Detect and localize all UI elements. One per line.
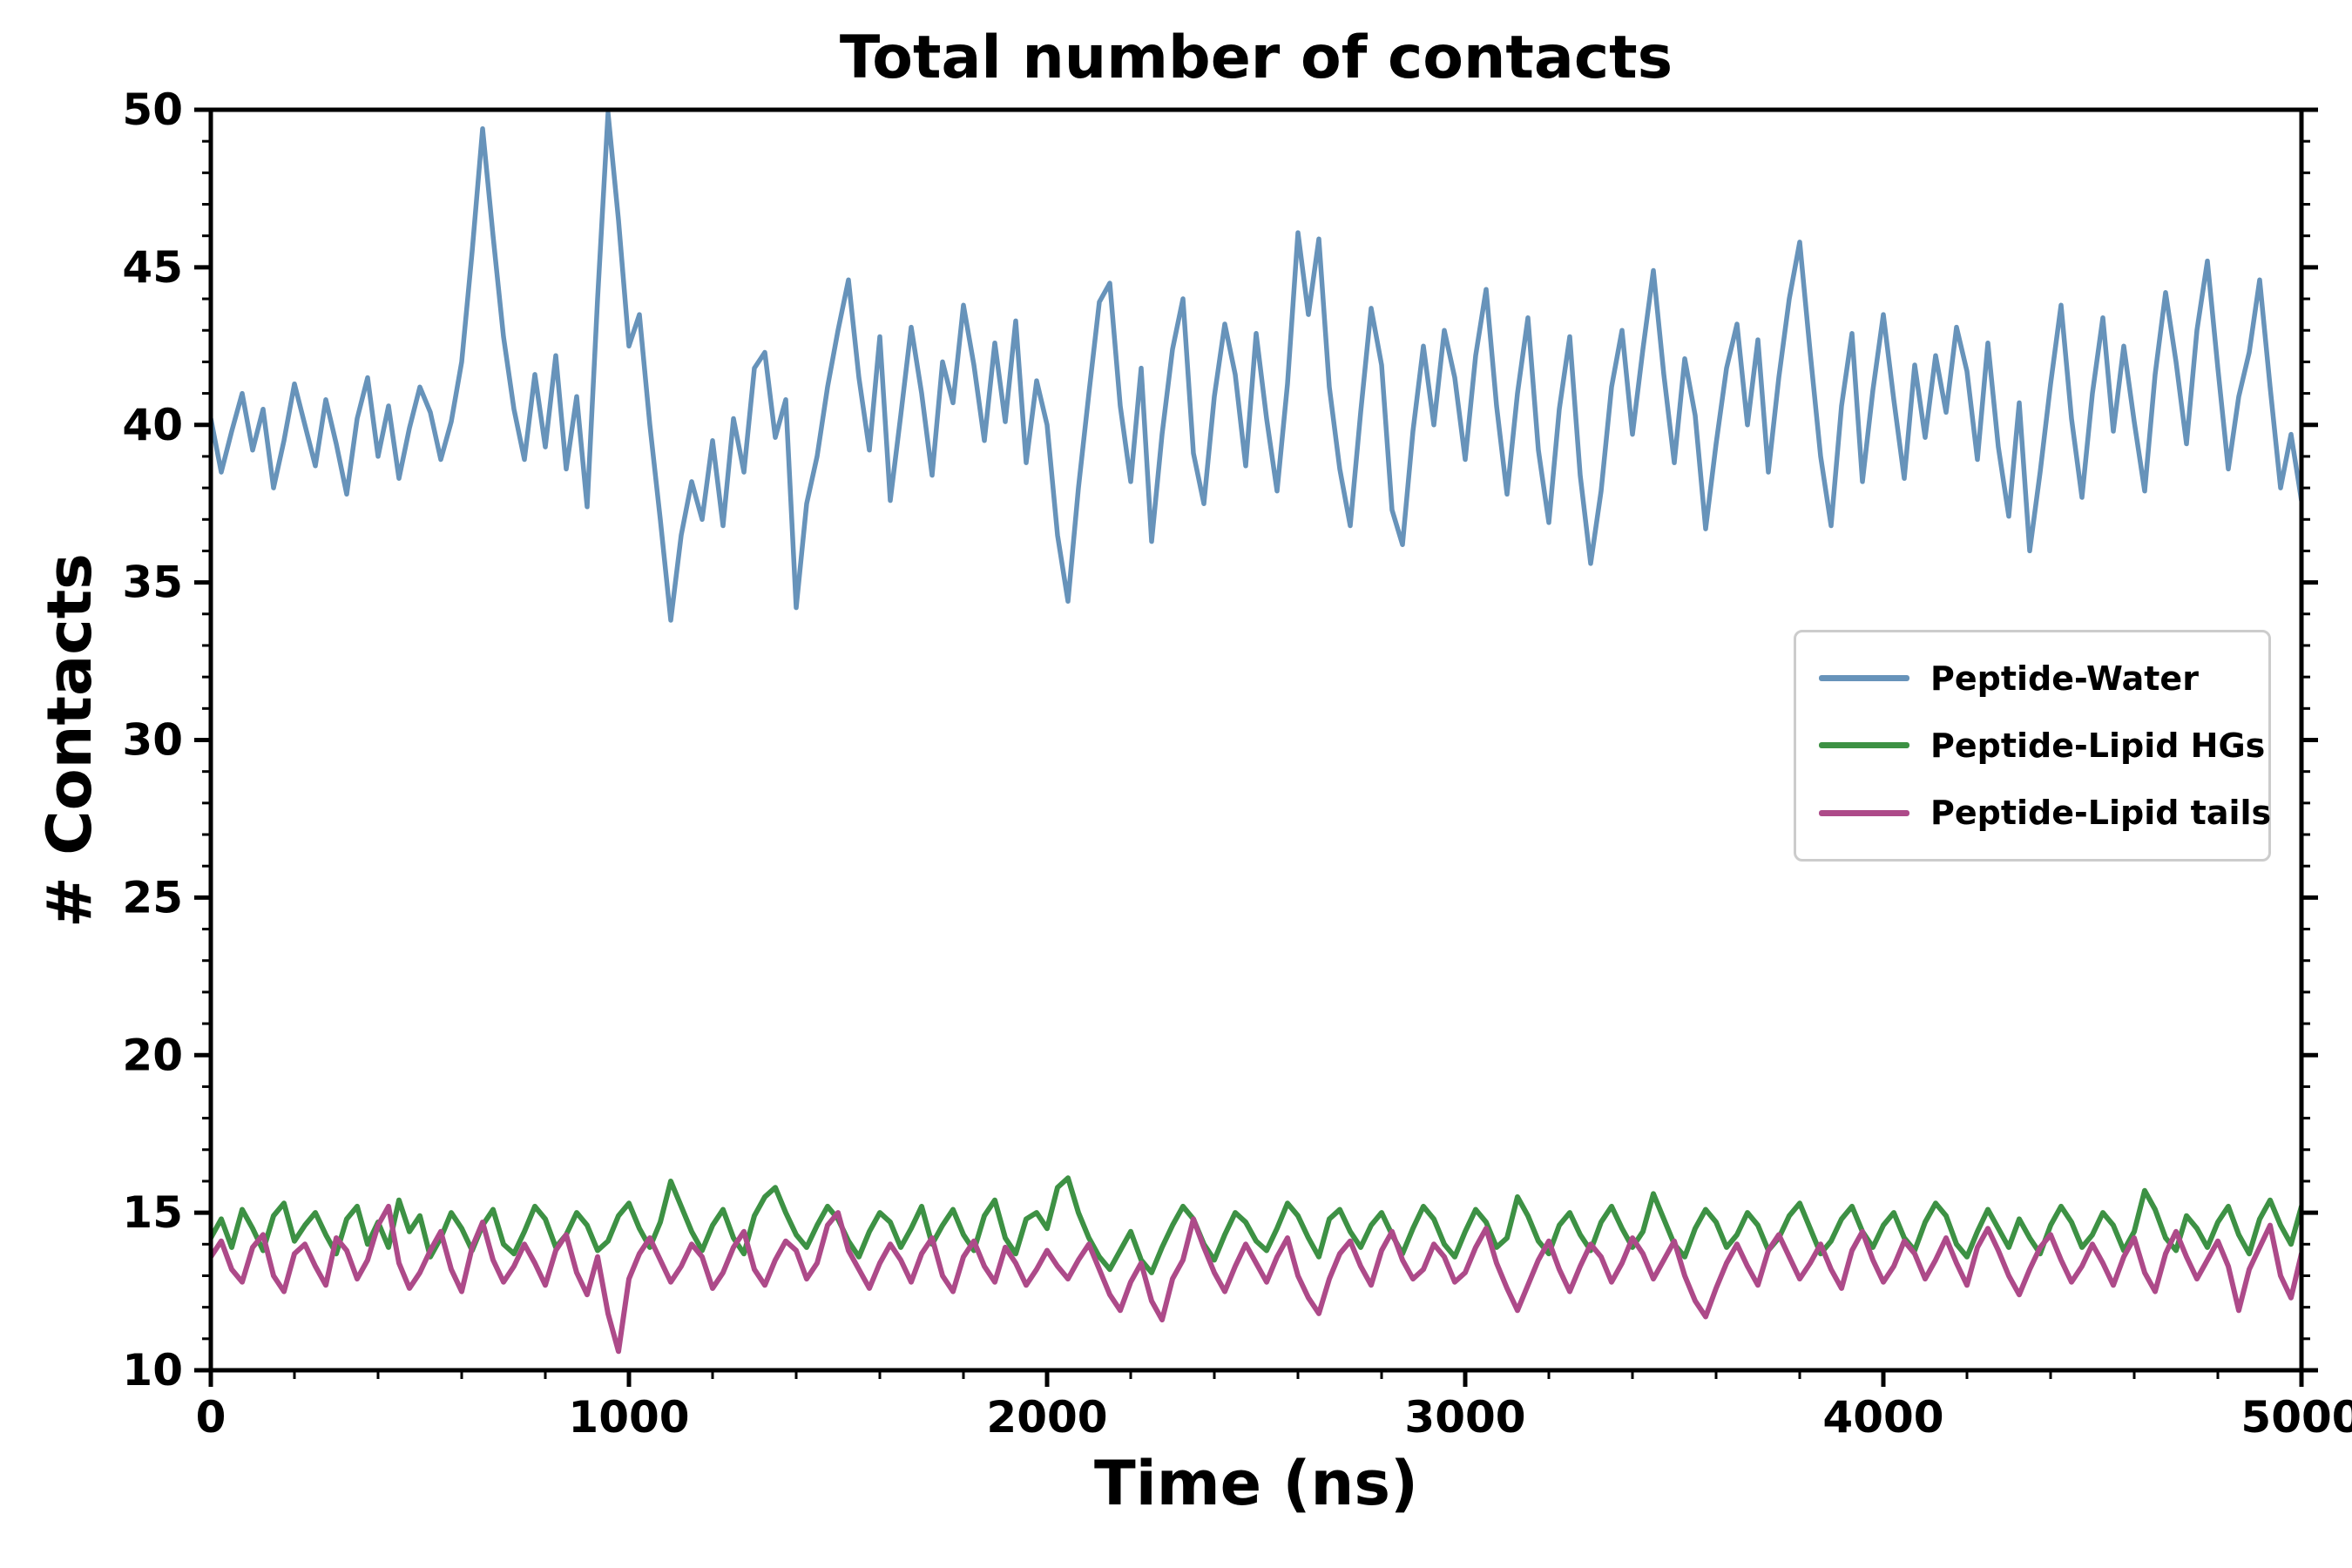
y-tick-label: 40 xyxy=(122,400,183,450)
legend-label-peptide-lipid-tails: Peptide-Lipid tails xyxy=(1930,794,2272,833)
x-tick-label: 0 xyxy=(196,1392,226,1443)
y-axis-label: # Contacts xyxy=(34,553,105,928)
chart-title: Total number of contacts xyxy=(839,24,1673,92)
legend-item-peptide-lipid-tails: Peptide-Lipid tails xyxy=(1819,794,2271,832)
x-tick-label: 1000 xyxy=(568,1392,689,1443)
y-tick-label: 10 xyxy=(122,1345,183,1396)
legend-label-peptide-lipid-hgs: Peptide-Lipid HGs xyxy=(1930,726,2266,765)
legend-swatch-peptide-water xyxy=(1819,675,1909,682)
y-tick-label: 30 xyxy=(122,715,183,766)
y-tick-label: 45 xyxy=(122,242,183,293)
y-tick-label: 20 xyxy=(122,1030,183,1080)
legend-swatch-peptide-lipid-hgs xyxy=(1819,742,1909,749)
x-tick-label: 2000 xyxy=(986,1392,1107,1443)
series-line-peptide-lipid-tails xyxy=(211,1203,2301,1355)
plot-border xyxy=(208,107,2304,1373)
y-tick-label: 25 xyxy=(122,872,183,923)
legend-item-peptide-water: Peptide-Water xyxy=(1819,659,2246,698)
y-tick-label: 50 xyxy=(122,84,183,135)
legend: Peptide-Water Peptide-Lipid HGs Peptide-… xyxy=(1794,630,2271,862)
legend-label-peptide-water: Peptide-Water xyxy=(1930,659,2199,698)
series-line-peptide-water xyxy=(211,110,2301,623)
y-tick-label: 35 xyxy=(122,558,183,608)
series-group xyxy=(211,110,2301,1355)
x-tick-label: 3000 xyxy=(1404,1392,1525,1443)
legend-swatch-peptide-lipid-tails xyxy=(1819,809,1909,816)
plot-canvas: 0 1000 2000 3000 4000 5000 10 15 20 25 30 35 40 45 50 xyxy=(122,84,2352,1443)
x-axis-label: Time (ns) xyxy=(1093,1448,1418,1519)
axes-ticks: 0 1000 2000 3000 4000 5000 10 15 20 25 30 35 40 45 50 xyxy=(122,84,2352,1443)
y-tick-label: 15 xyxy=(122,1187,183,1238)
legend-item-peptide-lipid-hgs: Peptide-Lipid HGs xyxy=(1819,727,2265,765)
x-tick-label: 4000 xyxy=(1822,1392,1943,1443)
x-tick-label: 5000 xyxy=(2240,1392,2352,1443)
